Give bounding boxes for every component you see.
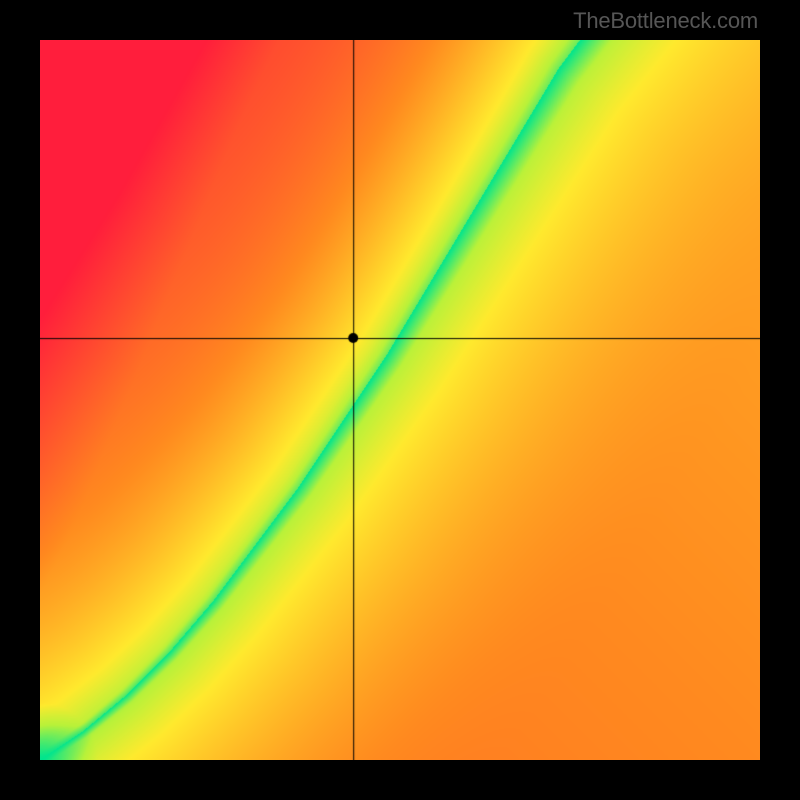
chart-container: { "watermark": "TheBottleneck.com", "cha… [0,0,800,800]
watermark-text: TheBottleneck.com [573,8,758,34]
heatmap-canvas [40,40,760,760]
heatmap-plot [40,40,760,760]
